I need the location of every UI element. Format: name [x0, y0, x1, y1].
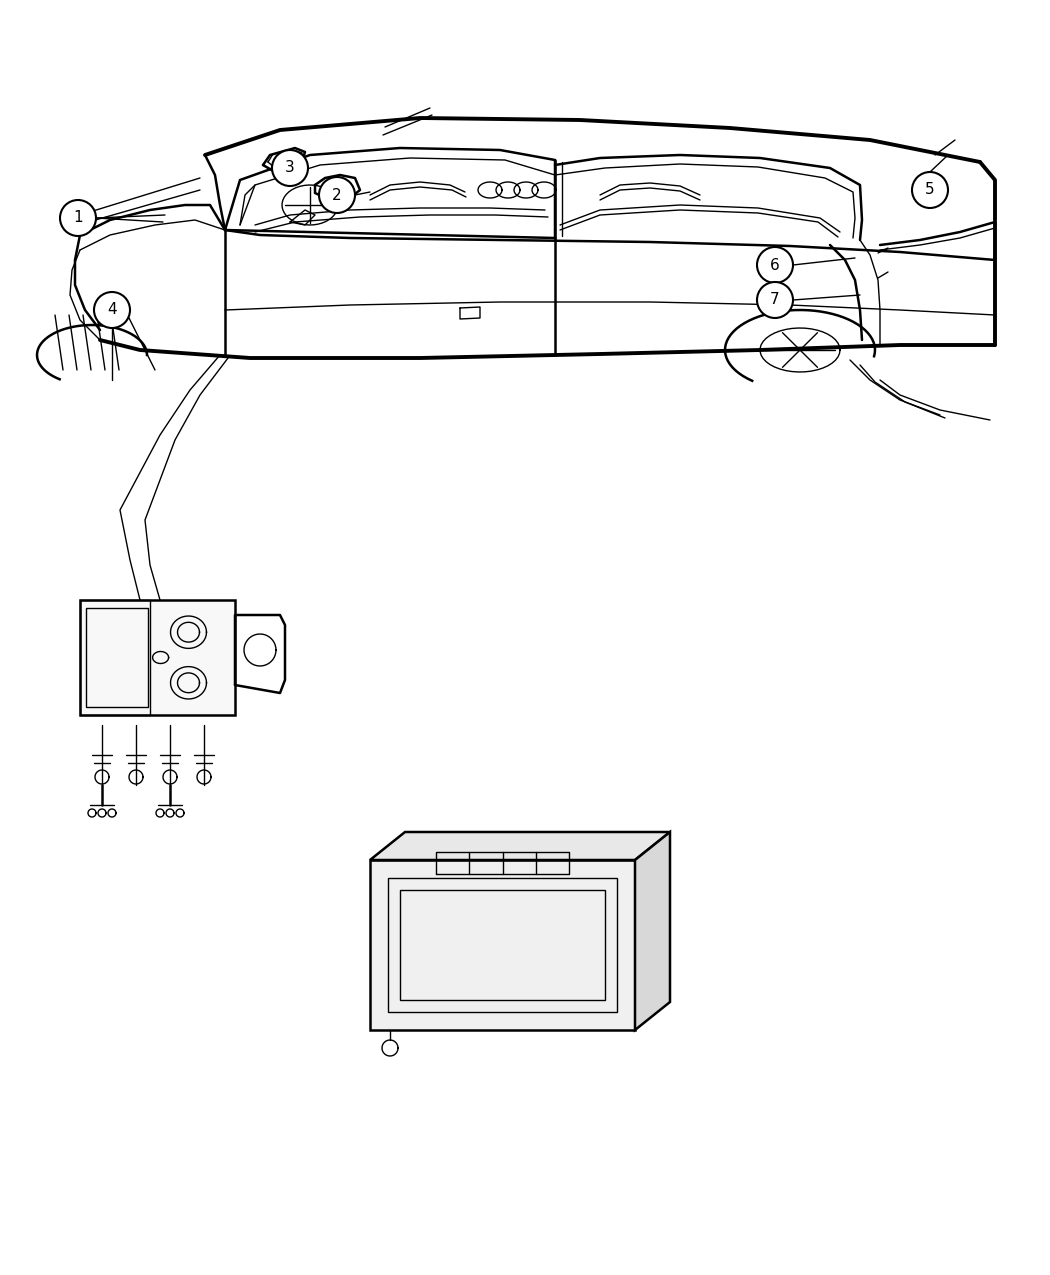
Circle shape — [912, 172, 948, 208]
Polygon shape — [370, 833, 670, 861]
Text: 1: 1 — [74, 210, 83, 226]
Circle shape — [319, 177, 355, 213]
Text: 4: 4 — [107, 302, 117, 317]
Circle shape — [757, 282, 793, 317]
Circle shape — [757, 247, 793, 283]
Circle shape — [272, 150, 308, 186]
Bar — [80, 601, 150, 715]
Text: 3: 3 — [286, 161, 295, 176]
Text: 5: 5 — [925, 182, 934, 198]
Circle shape — [94, 292, 130, 328]
Polygon shape — [635, 833, 670, 1030]
Bar — [388, 878, 617, 1012]
Text: 7: 7 — [771, 292, 780, 307]
Bar — [86, 608, 148, 708]
Bar — [80, 601, 235, 715]
Circle shape — [60, 200, 96, 236]
Bar — [400, 890, 605, 1000]
Text: 6: 6 — [770, 258, 780, 273]
Text: 2: 2 — [332, 187, 342, 203]
Bar — [370, 861, 635, 1030]
